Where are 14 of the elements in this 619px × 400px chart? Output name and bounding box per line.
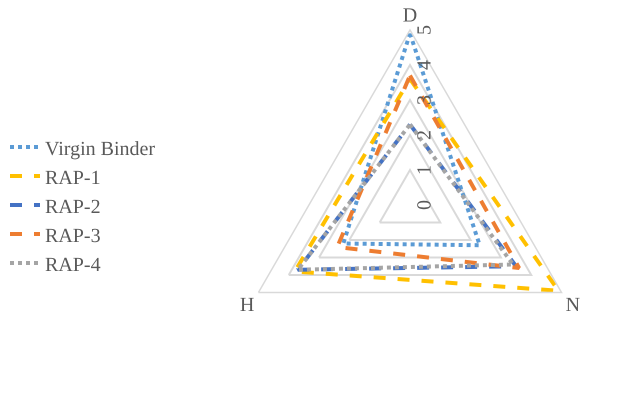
legend-label: RAP-3	[45, 224, 101, 247]
y-tick-label: 0	[413, 200, 436, 210]
y-tick-label: 1	[413, 165, 436, 175]
y-tick-label: 3	[413, 95, 436, 105]
spoke-label: H	[240, 294, 254, 316]
legend-label: RAP-4	[45, 254, 101, 276]
spoke-label: N	[566, 294, 580, 316]
y-tick-label: 2	[413, 130, 436, 140]
y-tick-label: 5	[413, 25, 436, 35]
legend-label: RAP-1	[45, 166, 101, 189]
legend-label: Virgin Binder	[45, 138, 156, 160]
spoke-label: D	[402, 4, 418, 26]
y-tick-label: 4	[413, 60, 436, 70]
legend-label: RAP-2	[45, 196, 101, 218]
